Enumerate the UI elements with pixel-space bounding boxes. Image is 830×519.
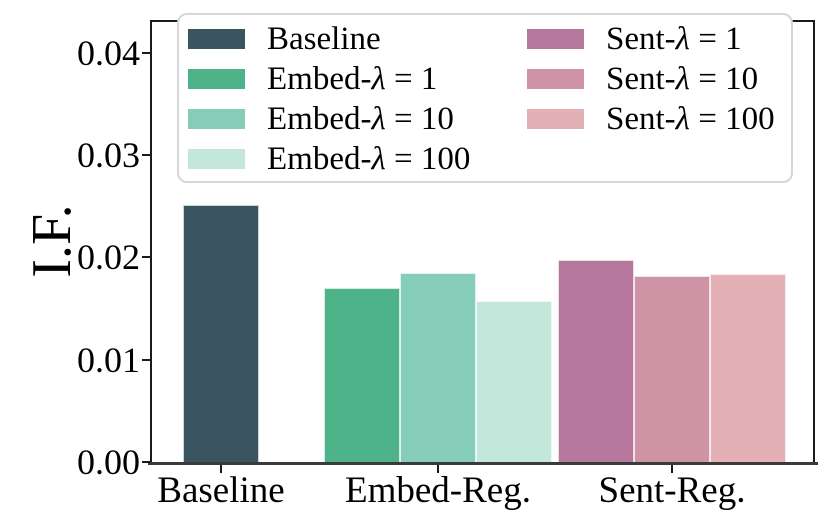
legend-swatch xyxy=(188,29,245,49)
legend-item-label: Sent-λ = 100 xyxy=(606,101,775,137)
bar-embed-1 xyxy=(324,288,400,462)
bar-sent-10 xyxy=(634,275,710,462)
legend-item-label: Baseline xyxy=(267,21,381,57)
legend-swatch xyxy=(188,109,245,129)
x-tick-label: Baseline xyxy=(157,470,285,511)
y-tick-label: 0.02 xyxy=(77,237,140,278)
legend-item: Embed-λ = 1 xyxy=(188,59,470,99)
legend-box: Baseline Embed-λ = 1 Embed-λ = 10 Embed-λ =… xyxy=(177,13,793,183)
legend-item: Baseline xyxy=(188,19,470,59)
bar-embed-100 xyxy=(476,301,552,462)
x-tick-label: Sent-Reg. xyxy=(598,470,746,511)
y-tick-label: 0.03 xyxy=(77,135,140,176)
bar-embed-10 xyxy=(400,272,476,462)
y-tick-mark xyxy=(142,461,150,463)
y-tick-label: 0.01 xyxy=(77,339,140,380)
legend-column-2: Sent-λ = 1 Sent-λ = 10 Sent-λ = 100 xyxy=(527,19,775,139)
legend-swatch xyxy=(188,69,245,89)
bar-sent-100 xyxy=(710,273,786,462)
y-tick-mark xyxy=(142,51,150,54)
legend-item-label: Sent-λ = 1 xyxy=(606,21,742,57)
legend-swatch xyxy=(527,109,584,129)
legend-item-label: Embed-λ = 1 xyxy=(267,61,438,97)
x-tick-mark xyxy=(437,465,439,473)
legend-item: Sent-λ = 100 xyxy=(527,99,775,139)
legend-swatch xyxy=(188,149,245,169)
y-tick-label: 0.04 xyxy=(77,32,140,73)
right-spine xyxy=(813,20,815,462)
x-axis-spine xyxy=(148,462,818,465)
legend-item: Embed-λ = 10 xyxy=(188,99,470,139)
x-tick-mark xyxy=(671,465,673,473)
legend-item: Sent-λ = 1 xyxy=(527,19,775,59)
y-axis-spine xyxy=(150,20,152,462)
legend-swatch xyxy=(527,69,584,89)
x-tick-label: Embed-Reg. xyxy=(345,470,531,511)
legend-swatch xyxy=(527,29,584,49)
legend-item: Sent-λ = 10 xyxy=(527,59,775,99)
legend-item-label: Sent-λ = 10 xyxy=(606,61,759,97)
y-tick-mark xyxy=(142,256,150,259)
y-tick-label: 0.00 xyxy=(77,442,140,482)
legend-item-label: Embed-λ = 100 xyxy=(267,141,471,177)
bar-sent-1 xyxy=(558,260,634,462)
y-tick-mark xyxy=(142,154,150,157)
bar-baseline xyxy=(183,205,259,462)
legend-item-label: Embed-λ = 10 xyxy=(267,101,454,137)
y-tick-mark xyxy=(142,358,150,361)
x-tick-mark xyxy=(220,465,222,473)
legend-item: Embed-λ = 100 xyxy=(188,139,470,179)
legend-column-1: Baseline Embed-λ = 1 Embed-λ = 10 Embed-λ =… xyxy=(188,19,470,179)
